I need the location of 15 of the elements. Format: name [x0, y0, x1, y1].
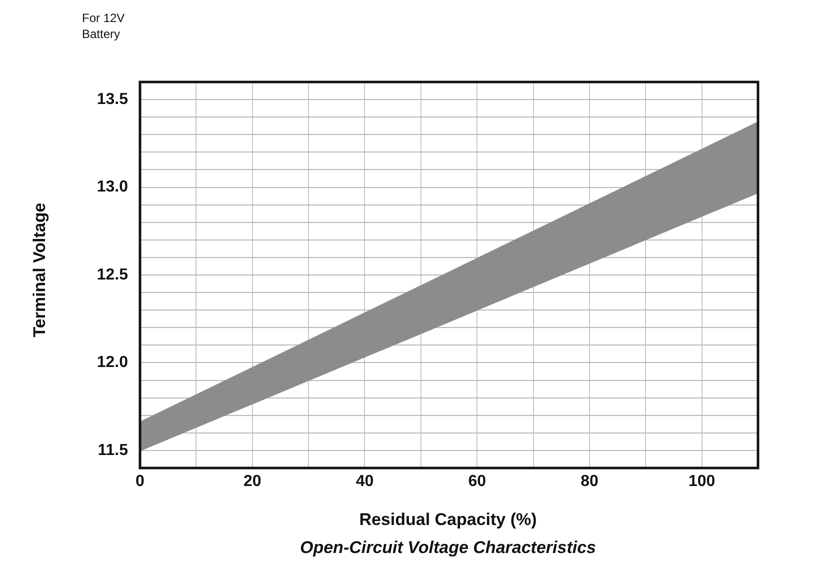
- text: For 12V Battery: [82, 10, 125, 42]
- y-tick-label: 13.5: [96, 90, 128, 108]
- x-tick-label: 100: [688, 473, 716, 490]
- y-axis-title: Terminal Voltage: [30, 202, 50, 338]
- x-axis-title: Residual Capacity (%): [359, 510, 537, 530]
- x-tick-label: 60: [468, 473, 486, 490]
- text: Open-Circuit Voltage Characteristics: [300, 538, 596, 558]
- x-tick-label: 80: [580, 473, 598, 490]
- y-tick-label: 13.0: [96, 178, 128, 196]
- x-tick-label: 20: [243, 473, 262, 490]
- y-tick-label: 11.5: [98, 442, 128, 459]
- x-tick-label: 0: [136, 473, 145, 490]
- y-tick-label: 12.5: [96, 266, 128, 284]
- y-tick-label: 12.0: [96, 354, 128, 372]
- x-tick-label: 40: [356, 473, 374, 490]
